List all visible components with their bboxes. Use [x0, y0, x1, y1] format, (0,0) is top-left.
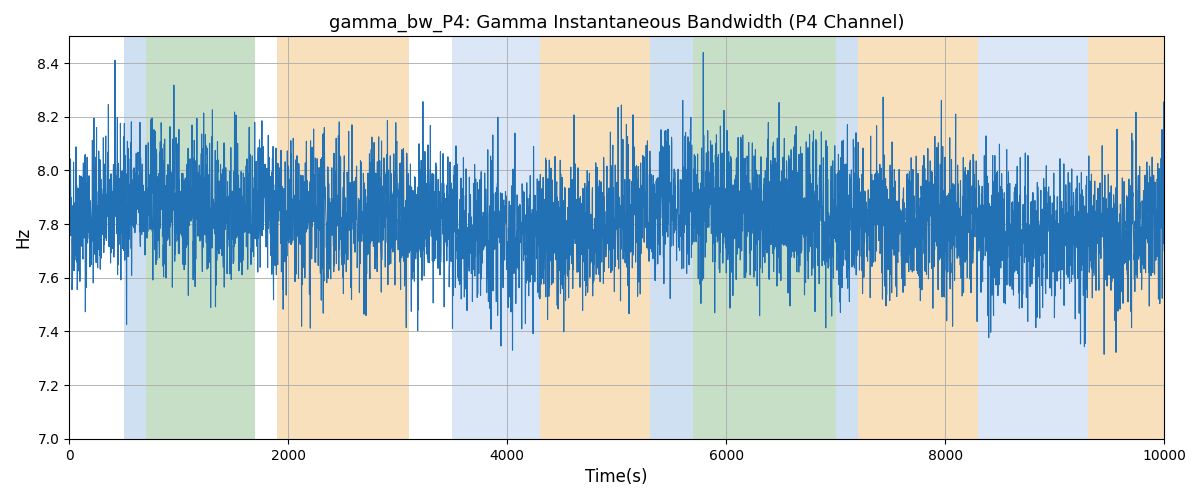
Bar [978, 36, 1087, 439]
Bar [835, 36, 858, 439]
Bar [146, 36, 256, 439]
Bar [540, 36, 649, 439]
Bar [858, 36, 978, 439]
Bar [452, 36, 540, 439]
Bar [277, 36, 409, 439]
X-axis label: Time(s): Time(s) [586, 468, 648, 486]
Bar [1087, 36, 1164, 439]
Y-axis label: Hz: Hz [14, 227, 32, 248]
Title: gamma_bw_P4: Gamma Instantaneous Bandwidth (P4 Channel): gamma_bw_P4: Gamma Instantaneous Bandwid… [329, 14, 905, 32]
Bar [124, 36, 146, 439]
Bar [649, 36, 694, 439]
Bar [694, 36, 835, 439]
